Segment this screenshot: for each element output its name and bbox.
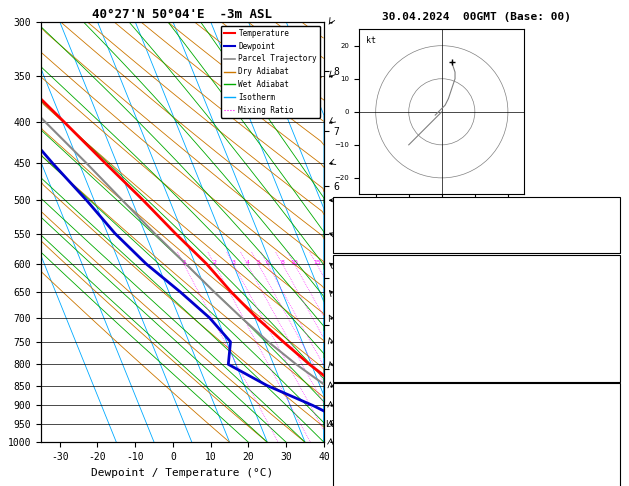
Text: 3: 3	[231, 260, 236, 265]
Text: 15: 15	[313, 260, 321, 265]
Text: Lifted Index: Lifted Index	[337, 438, 407, 448]
Text: 11: 11	[604, 327, 616, 337]
Text: 8: 8	[281, 260, 285, 265]
Text: 314: 314	[599, 420, 616, 431]
Text: CIN (J): CIN (J)	[337, 473, 377, 483]
Text: 0: 0	[611, 362, 616, 372]
Text: θᴄ(K): θᴄ(K)	[337, 310, 366, 320]
Text: 2: 2	[213, 260, 217, 265]
Text: 6: 6	[266, 260, 270, 265]
Text: Dewp (°C): Dewp (°C)	[337, 292, 389, 302]
Text: 0: 0	[611, 455, 616, 466]
Text: 307: 307	[599, 310, 616, 320]
Text: CAPE (J): CAPE (J)	[337, 455, 384, 466]
Text: Totals Totals: Totals Totals	[337, 216, 413, 226]
Legend: Temperature, Dewpoint, Parcel Trajectory, Dry Adiabat, Wet Adiabat, Isotherm, Mi: Temperature, Dewpoint, Parcel Trajectory…	[221, 26, 320, 118]
Text: 5: 5	[257, 260, 260, 265]
Text: 0: 0	[611, 345, 616, 355]
Text: 17.3: 17.3	[593, 275, 616, 285]
Text: PW (cm): PW (cm)	[337, 234, 377, 244]
Text: -10: -10	[599, 199, 616, 209]
Text: 10: 10	[291, 260, 299, 265]
Text: 4: 4	[245, 260, 250, 265]
Text: 24: 24	[604, 216, 616, 226]
Text: LCL: LCL	[325, 420, 340, 429]
Text: kt: kt	[366, 36, 376, 45]
X-axis label: Dewpoint / Temperature (°C): Dewpoint / Temperature (°C)	[91, 468, 274, 478]
Text: © weatheronline.co.uk: © weatheronline.co.uk	[420, 469, 533, 479]
Text: Most Unstable: Most Unstable	[438, 385, 515, 396]
Y-axis label: km
ASL: km ASL	[342, 223, 364, 241]
Text: θᴄ (K): θᴄ (K)	[337, 420, 372, 431]
Text: CAPE (J): CAPE (J)	[337, 345, 384, 355]
Text: Pressure (mb): Pressure (mb)	[337, 403, 413, 413]
Title: 40°27'N 50°04'E  -3m ASL: 40°27'N 50°04'E -3m ASL	[92, 8, 272, 21]
Text: K: K	[337, 199, 342, 209]
Text: 0: 0	[611, 473, 616, 483]
Text: CIN (J): CIN (J)	[337, 362, 377, 372]
Text: 8: 8	[611, 292, 616, 302]
Text: Surface: Surface	[456, 257, 497, 267]
Text: Lifted Index: Lifted Index	[337, 327, 407, 337]
Y-axis label: hPa: hPa	[0, 222, 2, 242]
Text: 750: 750	[599, 403, 616, 413]
Text: 1: 1	[182, 260, 186, 265]
Text: 7: 7	[611, 438, 616, 448]
Text: Temp (°C): Temp (°C)	[337, 275, 389, 285]
Text: 0.67: 0.67	[593, 234, 616, 244]
Text: 30.04.2024  00GMT (Base: 00): 30.04.2024 00GMT (Base: 00)	[382, 12, 571, 22]
